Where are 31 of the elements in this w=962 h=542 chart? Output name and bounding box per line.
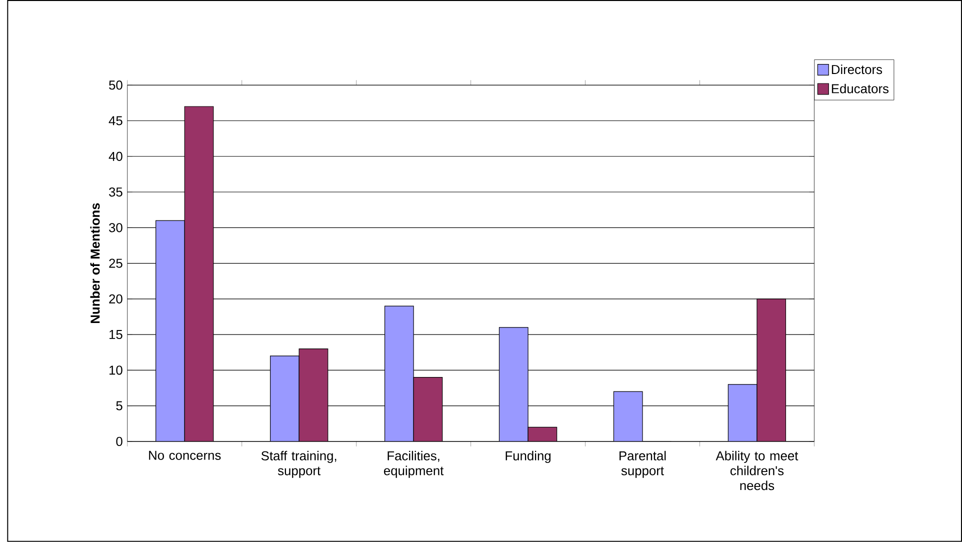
y-tick-label: 35 bbox=[109, 187, 122, 197]
x-tick-label: No concerns bbox=[149, 450, 221, 460]
y-tick-label: 0 bbox=[116, 436, 122, 446]
x-tick-label: Ability to meet children's needs bbox=[716, 450, 798, 490]
x-tick-label: Parental support bbox=[620, 450, 666, 478]
legend-label: Educators bbox=[832, 84, 889, 94]
y-tick-label: 45 bbox=[108, 116, 122, 126]
bar bbox=[184, 106, 214, 442]
y-axis-title: Nunber of Mentions bbox=[90, 203, 100, 324]
y-tick-label: 5 bbox=[116, 401, 122, 410]
y-tick-label: 20 bbox=[109, 294, 122, 304]
bar bbox=[413, 377, 443, 442]
bar bbox=[528, 426, 558, 442]
y-tick-label: 30 bbox=[109, 223, 122, 232]
x-tick-label: Facilities, equipment bbox=[384, 450, 444, 478]
bar bbox=[728, 384, 758, 442]
x-tick-label: Staff training, support bbox=[261, 450, 336, 478]
legend-label: Directors bbox=[832, 64, 882, 74]
bar bbox=[756, 298, 786, 442]
y-tick-label: 25 bbox=[109, 258, 122, 268]
bar bbox=[298, 348, 328, 442]
y-tick-label: 50 bbox=[109, 80, 122, 90]
bar bbox=[384, 306, 414, 442]
y-tick-label: 10 bbox=[110, 366, 122, 375]
bar bbox=[156, 220, 185, 442]
y-tick-label: 15 bbox=[110, 330, 122, 340]
bar bbox=[613, 391, 643, 442]
x-tick-label: Funding bbox=[506, 450, 551, 463]
y-tick-label: 40 bbox=[108, 152, 122, 161]
bar bbox=[270, 356, 300, 442]
bar bbox=[498, 327, 528, 442]
